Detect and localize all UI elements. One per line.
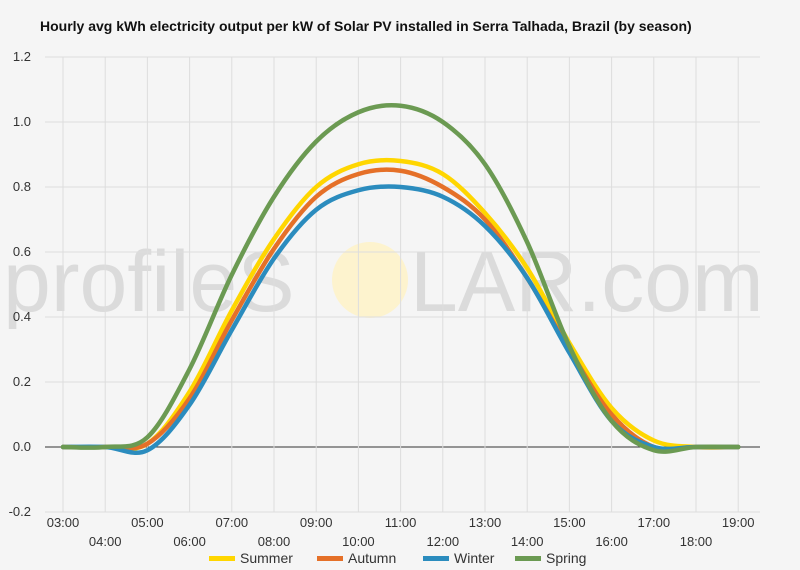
- chart-title: Hourly avg kWh electricity output per kW…: [40, 18, 692, 34]
- watermark: profileS LAR.com: [3, 234, 764, 330]
- y-tick-label: 1.2: [13, 49, 31, 64]
- y-tick-label: 0.2: [13, 374, 31, 389]
- y-tick-label: 1.0: [13, 114, 31, 129]
- x-tick-label: 05:00: [131, 515, 164, 530]
- legend-swatch-summer: [209, 556, 235, 561]
- x-tick-label: 11:00: [385, 515, 417, 530]
- x-tick-label: 07:00: [216, 515, 249, 530]
- y-tick-label: 0.8: [13, 179, 31, 194]
- watermark-text-left: profileS: [3, 234, 295, 330]
- series-line-summer: [60, 157, 741, 451]
- x-tick-label: 06:00: [173, 534, 206, 549]
- y-tick-label: 0.4: [13, 309, 31, 324]
- y-tick-label: 0.6: [13, 244, 31, 259]
- y-tick-label: -0.2: [9, 504, 31, 519]
- x-tick-label: 08:00: [258, 534, 291, 549]
- x-tick-label: 13:00: [469, 515, 502, 530]
- series-line-spring: [60, 102, 741, 454]
- series-line-autumn: [60, 167, 741, 452]
- x-tick-label: 12:00: [427, 534, 460, 549]
- x-tick-label: 15:00: [553, 515, 586, 530]
- x-tick-label: 14:00: [511, 534, 544, 549]
- legend-swatch-autumn: [317, 556, 343, 561]
- legend-label-winter: Winter: [454, 550, 495, 566]
- watermark-text-right: LAR.com: [410, 234, 764, 330]
- x-tick-label: 03:00: [47, 515, 80, 530]
- legend-label-spring: Spring: [546, 550, 586, 566]
- x-tick-label: 16:00: [595, 534, 628, 549]
- legend-label-autumn: Autumn: [348, 550, 396, 566]
- watermark-sun-logo: [332, 242, 408, 318]
- x-tick-label: 18:00: [680, 534, 713, 549]
- legend: Summer Autumn Winter Spring: [209, 550, 586, 566]
- x-tick-label: 17:00: [638, 515, 671, 530]
- legend-swatch-spring: [515, 556, 541, 561]
- x-tick-label: 09:00: [300, 515, 333, 530]
- x-tick-label: 10:00: [342, 534, 375, 549]
- x-tick-label: 19:00: [722, 515, 755, 530]
- legend-label-summer: Summer: [240, 550, 293, 566]
- y-tick-label: 0.0: [13, 439, 31, 454]
- legend-swatch-winter: [423, 556, 449, 561]
- x-tick-label: 04:00: [89, 534, 122, 549]
